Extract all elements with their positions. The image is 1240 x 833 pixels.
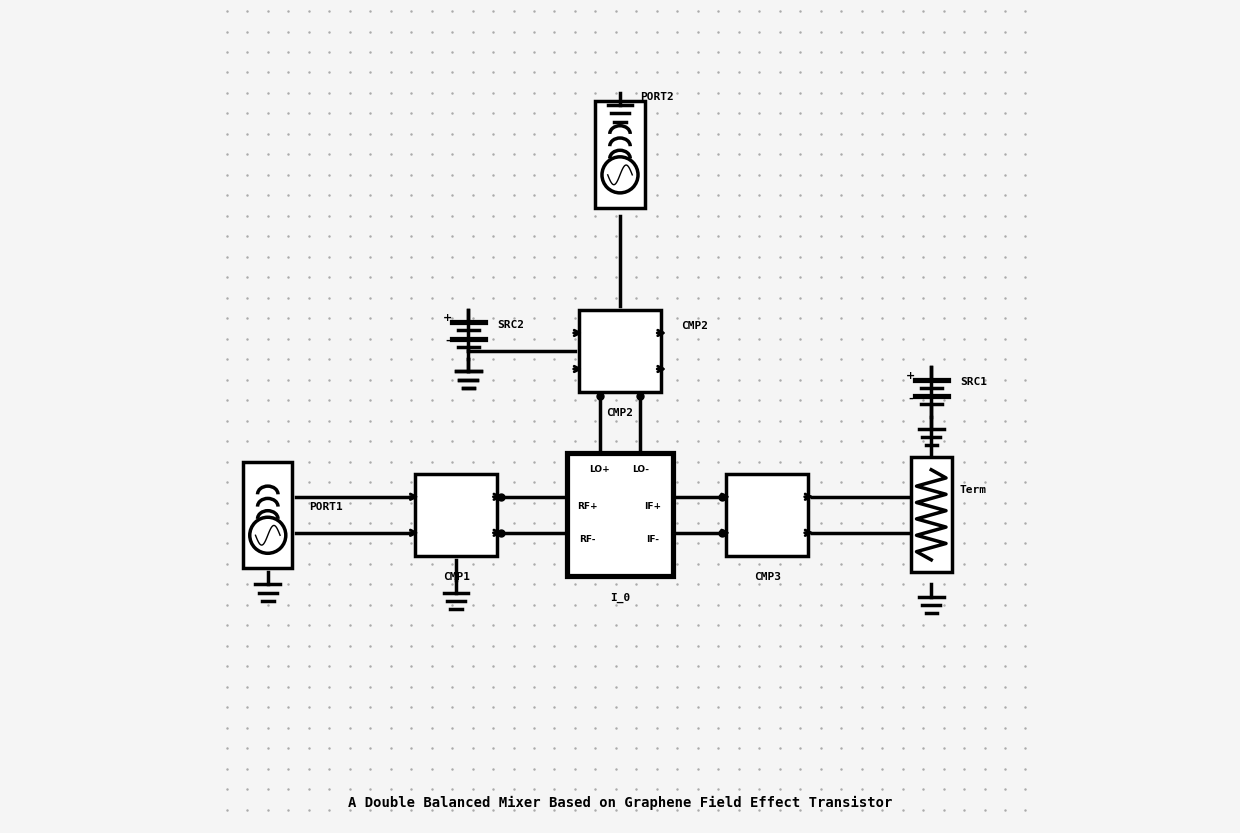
Text: SRC1: SRC1	[960, 377, 987, 387]
Circle shape	[249, 517, 285, 553]
Bar	[567, 453, 673, 576]
Text: LO-: LO-	[632, 466, 649, 474]
Text: CMP1: CMP1	[443, 572, 470, 582]
Text: PORT1: PORT1	[309, 501, 342, 511]
Bar	[579, 310, 661, 392]
Text: -: -	[445, 337, 450, 347]
Text: RF+: RF+	[577, 502, 598, 511]
Text: SRC2: SRC2	[497, 320, 525, 330]
Text: I_0: I_0	[610, 592, 630, 603]
Bar	[727, 474, 808, 556]
Text: Term: Term	[960, 485, 987, 496]
Bar	[243, 461, 293, 568]
Text: -: -	[909, 393, 913, 403]
Bar	[911, 457, 952, 572]
Text: CMP2: CMP2	[682, 322, 708, 332]
Text: +: +	[444, 313, 453, 323]
Text: PORT2: PORT2	[641, 92, 675, 102]
Circle shape	[601, 157, 639, 193]
Text: RF-: RF-	[579, 535, 595, 544]
Bar	[595, 101, 645, 207]
Text: CMP3: CMP3	[754, 572, 781, 582]
Text: A Double Balanced Mixer Based on Graphene Field Effect Transistor: A Double Balanced Mixer Based on Graphen…	[347, 796, 893, 810]
Text: IF+: IF+	[645, 502, 661, 511]
Text: +: +	[906, 371, 915, 381]
Text: CMP2: CMP2	[606, 408, 634, 418]
Bar	[415, 474, 497, 556]
Text: LO+: LO+	[589, 466, 610, 474]
Text: IF-: IF-	[646, 535, 660, 544]
